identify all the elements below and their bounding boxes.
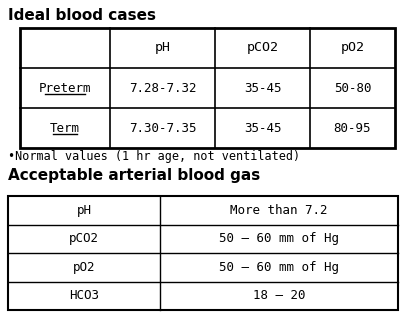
Text: 80-95: 80-95 (334, 121, 371, 135)
Text: pO2: pO2 (73, 261, 95, 274)
Text: Term: Term (50, 121, 80, 135)
Text: 7.28-7.32: 7.28-7.32 (129, 81, 196, 94)
Text: 50 – 60 mm of Hg: 50 – 60 mm of Hg (219, 232, 339, 245)
Text: pH: pH (155, 42, 171, 54)
Text: 18 – 20: 18 – 20 (253, 289, 305, 302)
Bar (8, 196, 398, 310)
Text: pO2: pO2 (341, 42, 364, 54)
Text: Preterm: Preterm (39, 81, 91, 94)
Text: pCO2: pCO2 (69, 232, 99, 245)
Bar (20, 28, 395, 148)
Text: Acceptable arterial blood gas: Acceptable arterial blood gas (8, 168, 260, 183)
Text: •Normal values (1 hr age, not ventilated): •Normal values (1 hr age, not ventilated… (8, 150, 300, 163)
Text: Ideal blood cases: Ideal blood cases (8, 8, 156, 23)
Text: pCO2: pCO2 (246, 42, 279, 54)
Text: 35-45: 35-45 (244, 81, 281, 94)
Text: HCO3: HCO3 (69, 289, 99, 302)
Text: 50-80: 50-80 (334, 81, 371, 94)
Text: 7.30-7.35: 7.30-7.35 (129, 121, 196, 135)
Text: 35-45: 35-45 (244, 121, 281, 135)
Text: 50 – 60 mm of Hg: 50 – 60 mm of Hg (219, 261, 339, 274)
Text: More than 7.2: More than 7.2 (230, 204, 328, 217)
Text: pH: pH (77, 204, 91, 217)
